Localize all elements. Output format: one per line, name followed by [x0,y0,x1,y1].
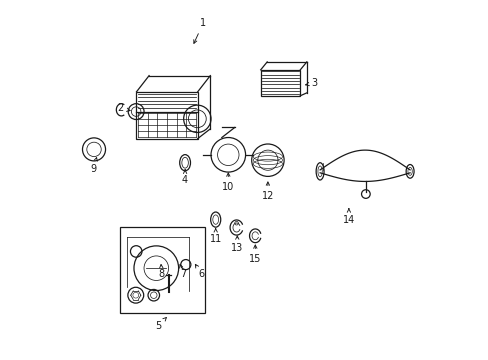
Text: 7: 7 [179,265,186,279]
Bar [120,227,204,313]
Bar [260,70,300,96]
Text: 3: 3 [305,78,317,88]
Text: 13: 13 [231,236,243,253]
Text: 14: 14 [342,209,354,225]
Text: 2: 2 [117,103,130,113]
Text: 4: 4 [182,170,188,185]
Text: 8: 8 [158,265,164,279]
Text: 1: 1 [193,18,206,43]
Text: 5: 5 [155,318,166,331]
Text: 15: 15 [248,245,261,264]
Text: 6: 6 [195,264,204,279]
Bar [136,92,197,139]
Text: 10: 10 [222,173,234,192]
Text: 9: 9 [90,158,97,174]
Text: 11: 11 [209,229,222,244]
Text: 12: 12 [261,182,274,201]
